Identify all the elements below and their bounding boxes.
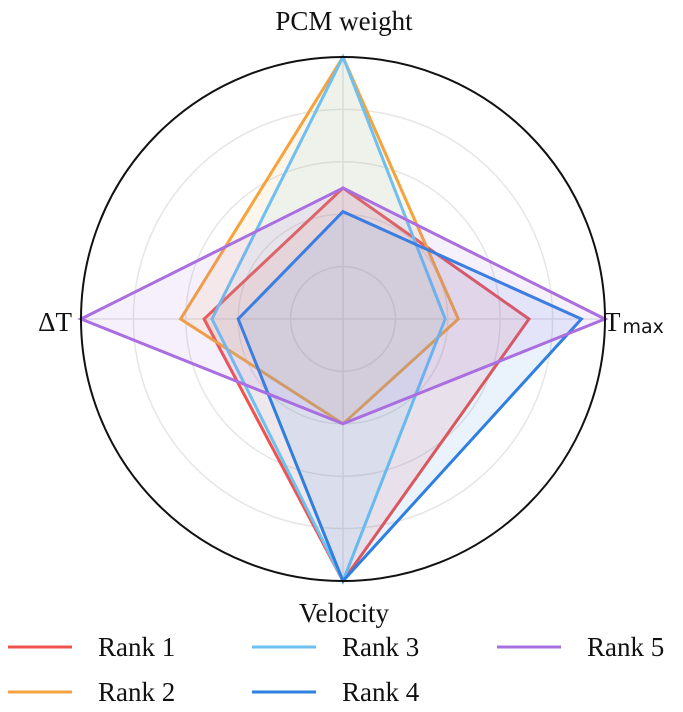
radar-outer-circle bbox=[80, 56, 606, 582]
radar-series-areas bbox=[77, 53, 609, 585]
legend: Rank 1 Rank 2 Rank 3 Rank 4 Rank 5 bbox=[8, 632, 664, 707]
radar-grid bbox=[81, 57, 605, 581]
axis-label-tmax-sub: max bbox=[623, 316, 664, 338]
legend-item-rank-5: Rank 5 bbox=[497, 632, 664, 662]
legend-label-rank-4: Rank 4 bbox=[342, 677, 420, 707]
legend-label-rank-3: Rank 3 bbox=[342, 632, 419, 662]
legend-item-rank-4: Rank 4 bbox=[252, 677, 420, 707]
series-polygon-rank-5 bbox=[77, 186, 609, 426]
axis-label-tmax-main: T bbox=[604, 307, 621, 337]
legend-item-rank-1: Rank 1 bbox=[8, 632, 175, 662]
legend-item-rank-3: Rank 3 bbox=[252, 632, 419, 662]
legend-label-rank-1: Rank 1 bbox=[98, 632, 175, 662]
axis-label-pcm-weight: PCM weight bbox=[275, 6, 413, 36]
axis-label-velocity: Velocity bbox=[299, 598, 389, 628]
axis-label-delta-t: ΔT bbox=[38, 307, 72, 337]
legend-item-rank-2: Rank 2 bbox=[8, 677, 175, 707]
legend-label-rank-2: Rank 2 bbox=[98, 677, 175, 707]
legend-label-rank-5: Rank 5 bbox=[587, 632, 664, 662]
